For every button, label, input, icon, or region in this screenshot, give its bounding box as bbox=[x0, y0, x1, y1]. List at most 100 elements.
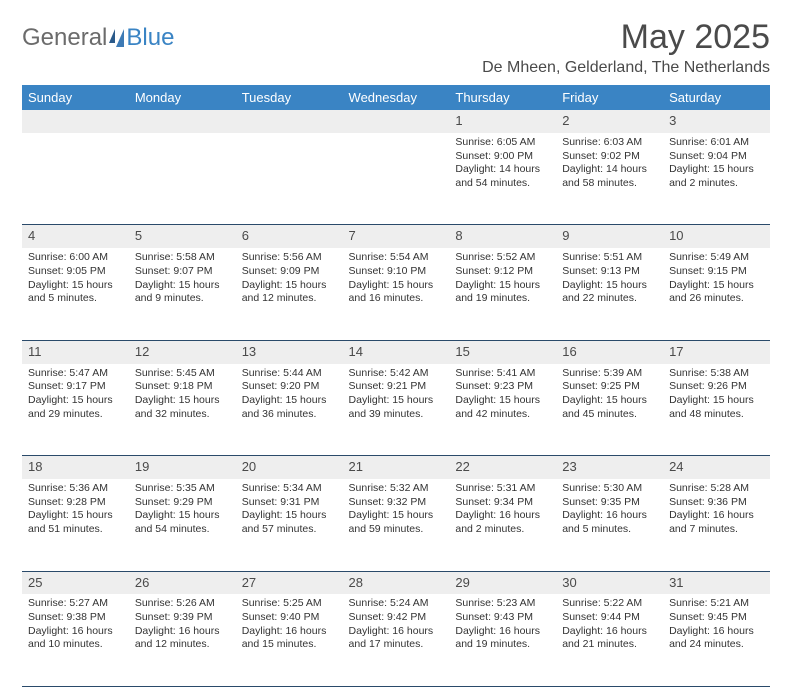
day-number-cell: 25 bbox=[22, 571, 129, 594]
month-title: May 2025 bbox=[482, 18, 770, 57]
day-info-cell: Sunrise: 5:36 AMSunset: 9:28 PMDaylight:… bbox=[22, 479, 129, 571]
sunset-line: Sunset: 9:36 PM bbox=[669, 496, 764, 510]
daylight-line: Daylight: 15 hours and 19 minutes. bbox=[455, 279, 550, 306]
day-info-cell: Sunrise: 5:44 AMSunset: 9:20 PMDaylight:… bbox=[236, 364, 343, 456]
sunset-line: Sunset: 9:10 PM bbox=[349, 265, 444, 279]
day-number-cell: 14 bbox=[343, 340, 450, 363]
day-number-row: 45678910 bbox=[22, 225, 770, 248]
day-number-cell bbox=[236, 110, 343, 133]
daylight-line: Daylight: 16 hours and 21 minutes. bbox=[562, 625, 657, 652]
day-number-cell: 30 bbox=[556, 571, 663, 594]
day-number-row: 123 bbox=[22, 110, 770, 133]
sun-info: Sunrise: 5:28 AMSunset: 9:36 PMDaylight:… bbox=[663, 479, 770, 543]
day-number-cell: 8 bbox=[449, 225, 556, 248]
day-number-cell: 22 bbox=[449, 456, 556, 479]
sun-info: Sunrise: 5:36 AMSunset: 9:28 PMDaylight:… bbox=[22, 479, 129, 543]
day-number-cell: 28 bbox=[343, 571, 450, 594]
day-number-cell bbox=[22, 110, 129, 133]
sun-info: Sunrise: 6:05 AMSunset: 9:00 PMDaylight:… bbox=[449, 133, 556, 197]
sunrise-line: Sunrise: 5:31 AM bbox=[455, 482, 550, 496]
sunset-line: Sunset: 9:23 PM bbox=[455, 380, 550, 394]
daylight-line: Daylight: 15 hours and 59 minutes. bbox=[349, 509, 444, 536]
day-info-cell: Sunrise: 5:30 AMSunset: 9:35 PMDaylight:… bbox=[556, 479, 663, 571]
daylight-line: Daylight: 16 hours and 15 minutes. bbox=[242, 625, 337, 652]
day-info-cell: Sunrise: 5:47 AMSunset: 9:17 PMDaylight:… bbox=[22, 364, 129, 456]
logo-triangle-icon bbox=[109, 29, 124, 47]
day-info-cell bbox=[236, 133, 343, 225]
day-info-cell: Sunrise: 5:26 AMSunset: 9:39 PMDaylight:… bbox=[129, 594, 236, 686]
daylight-line: Daylight: 15 hours and 26 minutes. bbox=[669, 279, 764, 306]
header: General Blue May 2025 De Mheen, Gelderla… bbox=[22, 18, 770, 77]
sunrise-line: Sunrise: 5:41 AM bbox=[455, 367, 550, 381]
sunrise-line: Sunrise: 5:38 AM bbox=[669, 367, 764, 381]
day-number-cell: 2 bbox=[556, 110, 663, 133]
sun-info: Sunrise: 5:58 AMSunset: 9:07 PMDaylight:… bbox=[129, 248, 236, 312]
sunset-line: Sunset: 9:17 PM bbox=[28, 380, 123, 394]
day-number-cell: 31 bbox=[663, 571, 770, 594]
daylight-line: Daylight: 15 hours and 54 minutes. bbox=[135, 509, 230, 536]
daylight-line: Daylight: 15 hours and 29 minutes. bbox=[28, 394, 123, 421]
day-info-cell: Sunrise: 5:23 AMSunset: 9:43 PMDaylight:… bbox=[449, 594, 556, 686]
day-info-cell: Sunrise: 5:25 AMSunset: 9:40 PMDaylight:… bbox=[236, 594, 343, 686]
day-info-cell: Sunrise: 5:32 AMSunset: 9:32 PMDaylight:… bbox=[343, 479, 450, 571]
sunrise-line: Sunrise: 5:24 AM bbox=[349, 597, 444, 611]
daylight-line: Daylight: 16 hours and 24 minutes. bbox=[669, 625, 764, 652]
sunset-line: Sunset: 9:04 PM bbox=[669, 150, 764, 164]
day-number-cell: 11 bbox=[22, 340, 129, 363]
day-info-row: Sunrise: 5:36 AMSunset: 9:28 PMDaylight:… bbox=[22, 479, 770, 571]
day-info-cell: Sunrise: 5:21 AMSunset: 9:45 PMDaylight:… bbox=[663, 594, 770, 686]
daylight-line: Daylight: 15 hours and 16 minutes. bbox=[349, 279, 444, 306]
sunset-line: Sunset: 9:26 PM bbox=[669, 380, 764, 394]
day-number-cell: 17 bbox=[663, 340, 770, 363]
day-info-cell: Sunrise: 5:38 AMSunset: 9:26 PMDaylight:… bbox=[663, 364, 770, 456]
sunrise-line: Sunrise: 5:45 AM bbox=[135, 367, 230, 381]
daylight-line: Daylight: 15 hours and 5 minutes. bbox=[28, 279, 123, 306]
daylight-line: Daylight: 16 hours and 12 minutes. bbox=[135, 625, 230, 652]
sunset-line: Sunset: 9:12 PM bbox=[455, 265, 550, 279]
sun-info: Sunrise: 5:49 AMSunset: 9:15 PMDaylight:… bbox=[663, 248, 770, 312]
logo: General Blue bbox=[22, 24, 174, 52]
col-thu: Thursday bbox=[449, 85, 556, 110]
sun-info: Sunrise: 5:41 AMSunset: 9:23 PMDaylight:… bbox=[449, 364, 556, 428]
sunrise-line: Sunrise: 5:30 AM bbox=[562, 482, 657, 496]
daylight-line: Daylight: 15 hours and 9 minutes. bbox=[135, 279, 230, 306]
daylight-line: Daylight: 16 hours and 7 minutes. bbox=[669, 509, 764, 536]
day-info-cell: Sunrise: 5:39 AMSunset: 9:25 PMDaylight:… bbox=[556, 364, 663, 456]
day-number-cell bbox=[129, 110, 236, 133]
daylight-line: Daylight: 15 hours and 2 minutes. bbox=[669, 163, 764, 190]
sun-info: Sunrise: 5:31 AMSunset: 9:34 PMDaylight:… bbox=[449, 479, 556, 543]
day-info-cell: Sunrise: 5:52 AMSunset: 9:12 PMDaylight:… bbox=[449, 248, 556, 340]
sunrise-line: Sunrise: 5:39 AM bbox=[562, 367, 657, 381]
day-info-cell: Sunrise: 5:42 AMSunset: 9:21 PMDaylight:… bbox=[343, 364, 450, 456]
day-number-cell: 18 bbox=[22, 456, 129, 479]
sun-info: Sunrise: 5:21 AMSunset: 9:45 PMDaylight:… bbox=[663, 594, 770, 658]
day-info-row: Sunrise: 5:27 AMSunset: 9:38 PMDaylight:… bbox=[22, 594, 770, 686]
daylight-line: Daylight: 16 hours and 17 minutes. bbox=[349, 625, 444, 652]
daylight-line: Daylight: 14 hours and 58 minutes. bbox=[562, 163, 657, 190]
sunset-line: Sunset: 9:43 PM bbox=[455, 611, 550, 625]
sun-info: Sunrise: 5:51 AMSunset: 9:13 PMDaylight:… bbox=[556, 248, 663, 312]
day-info-cell: Sunrise: 5:24 AMSunset: 9:42 PMDaylight:… bbox=[343, 594, 450, 686]
col-wed: Wednesday bbox=[343, 85, 450, 110]
day-number-cell: 10 bbox=[663, 225, 770, 248]
day-info-cell: Sunrise: 5:22 AMSunset: 9:44 PMDaylight:… bbox=[556, 594, 663, 686]
sunrise-line: Sunrise: 5:23 AM bbox=[455, 597, 550, 611]
daylight-line: Daylight: 15 hours and 45 minutes. bbox=[562, 394, 657, 421]
day-number-cell bbox=[343, 110, 450, 133]
daylight-line: Daylight: 15 hours and 57 minutes. bbox=[242, 509, 337, 536]
sunset-line: Sunset: 9:45 PM bbox=[669, 611, 764, 625]
day-number-cell: 4 bbox=[22, 225, 129, 248]
sunrise-line: Sunrise: 5:44 AM bbox=[242, 367, 337, 381]
day-info-cell bbox=[343, 133, 450, 225]
day-info-cell: Sunrise: 5:58 AMSunset: 9:07 PMDaylight:… bbox=[129, 248, 236, 340]
sun-info: Sunrise: 5:42 AMSunset: 9:21 PMDaylight:… bbox=[343, 364, 450, 428]
sunrise-line: Sunrise: 6:00 AM bbox=[28, 251, 123, 265]
sunset-line: Sunset: 9:40 PM bbox=[242, 611, 337, 625]
sunrise-line: Sunrise: 5:56 AM bbox=[242, 251, 337, 265]
col-fri: Friday bbox=[556, 85, 663, 110]
sun-info: Sunrise: 5:32 AMSunset: 9:32 PMDaylight:… bbox=[343, 479, 450, 543]
day-number-cell: 9 bbox=[556, 225, 663, 248]
day-info-cell: Sunrise: 5:54 AMSunset: 9:10 PMDaylight:… bbox=[343, 248, 450, 340]
sun-info: Sunrise: 5:47 AMSunset: 9:17 PMDaylight:… bbox=[22, 364, 129, 428]
day-info-cell: Sunrise: 5:35 AMSunset: 9:29 PMDaylight:… bbox=[129, 479, 236, 571]
